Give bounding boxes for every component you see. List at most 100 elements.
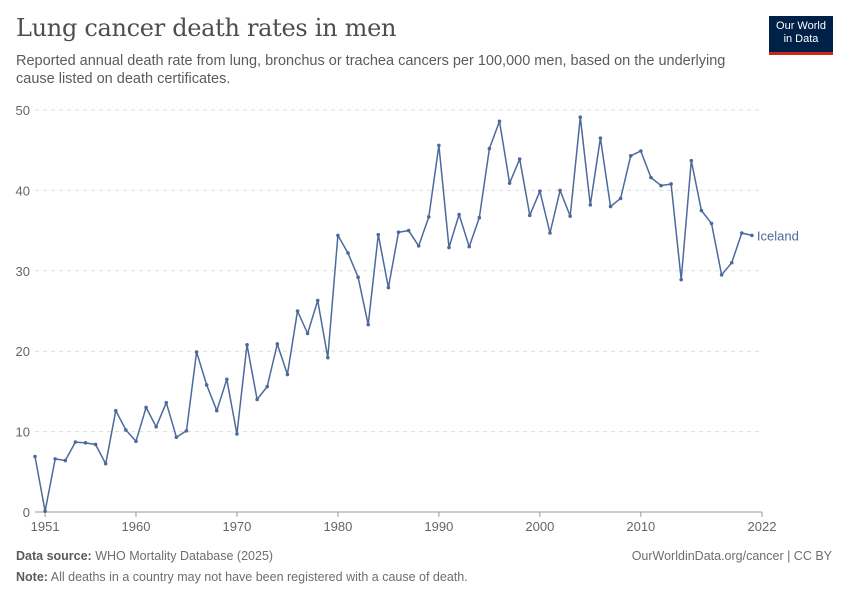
data-point[interactable] bbox=[386, 285, 391, 290]
data-point[interactable] bbox=[184, 428, 189, 433]
data-point[interactable] bbox=[598, 136, 603, 140]
y-tick-label: 50 bbox=[16, 103, 30, 118]
data-point[interactable] bbox=[649, 175, 653, 180]
x-tick-label: 1990 bbox=[424, 519, 453, 534]
data-point[interactable] bbox=[63, 458, 68, 463]
x-tick-label: 1951 bbox=[31, 519, 60, 534]
data-point[interactable] bbox=[477, 215, 482, 220]
data-point[interactable] bbox=[527, 213, 532, 218]
data-point[interactable] bbox=[426, 215, 431, 219]
data-point[interactable] bbox=[124, 428, 128, 432]
series-layer: Iceland bbox=[33, 115, 799, 513]
data-point[interactable] bbox=[225, 377, 229, 382]
owid-logo[interactable]: Our World in Data bbox=[769, 16, 833, 55]
source-text[interactable]: WHO Mortality Database (2025) bbox=[95, 549, 274, 563]
data-point[interactable] bbox=[548, 231, 552, 235]
chart-title: Lung cancer death rates in men bbox=[16, 14, 397, 42]
data-point[interactable] bbox=[53, 457, 57, 461]
x-tick-label: 2010 bbox=[626, 519, 655, 534]
y-tick-label: 0 bbox=[23, 505, 30, 520]
data-point[interactable] bbox=[204, 383, 209, 387]
data-point[interactable] bbox=[750, 233, 754, 238]
y-tick-label: 30 bbox=[16, 264, 30, 279]
x-tick-label: 1960 bbox=[122, 519, 151, 534]
data-point[interactable] bbox=[396, 230, 401, 235]
data-point[interactable] bbox=[578, 115, 583, 120]
data-point[interactable] bbox=[93, 442, 98, 447]
data-point[interactable] bbox=[568, 214, 572, 218]
data-point[interactable] bbox=[659, 183, 663, 188]
data-point[interactable] bbox=[356, 275, 360, 280]
data-point[interactable] bbox=[315, 298, 320, 303]
source-label: Data source: bbox=[16, 549, 92, 563]
data-point[interactable] bbox=[174, 435, 179, 440]
data-point[interactable] bbox=[618, 196, 623, 201]
data-point[interactable] bbox=[416, 244, 421, 248]
data-point[interactable] bbox=[366, 322, 371, 327]
data-point[interactable] bbox=[447, 245, 451, 250]
data-point[interactable] bbox=[154, 424, 158, 429]
data-point[interactable] bbox=[507, 181, 512, 185]
data-point[interactable] bbox=[376, 232, 381, 237]
data-point[interactable] bbox=[255, 397, 259, 402]
logo-line-2: in Data bbox=[783, 32, 819, 45]
data-point[interactable] bbox=[709, 221, 714, 226]
data-point[interactable] bbox=[497, 119, 502, 124]
x-axis: 1951 1960 1970 1980 1990 2000 2010 2022 bbox=[31, 511, 777, 534]
data-point[interactable] bbox=[669, 182, 673, 186]
y-axis: 0 10 20 30 40 50 bbox=[16, 103, 30, 520]
data-point[interactable] bbox=[457, 212, 461, 217]
data-point[interactable] bbox=[346, 251, 350, 255]
data-point[interactable] bbox=[326, 355, 330, 360]
x-tick-label: 2022 bbox=[748, 519, 777, 534]
data-point[interactable] bbox=[164, 400, 169, 405]
data-point[interactable] bbox=[134, 439, 138, 444]
note-label: Note: bbox=[16, 570, 48, 584]
data-point[interactable] bbox=[265, 384, 270, 389]
data-point[interactable] bbox=[275, 342, 280, 346]
x-tick-label: 2000 bbox=[525, 519, 554, 534]
data-point[interactable] bbox=[740, 231, 744, 235]
data-point[interactable] bbox=[467, 244, 471, 249]
data-point[interactable] bbox=[639, 149, 643, 153]
series-line[interactable] bbox=[34, 116, 753, 512]
data-point[interactable] bbox=[336, 233, 340, 238]
data-point[interactable] bbox=[33, 454, 37, 459]
data-point[interactable] bbox=[245, 342, 249, 347]
data-point[interactable] bbox=[628, 154, 633, 158]
data-point[interactable] bbox=[406, 228, 411, 233]
data-point[interactable] bbox=[144, 405, 148, 410]
data-point[interactable] bbox=[729, 260, 734, 265]
data-point[interactable] bbox=[305, 331, 310, 336]
data-point[interactable] bbox=[719, 273, 724, 277]
grid-lines bbox=[35, 109, 762, 433]
data-point[interactable] bbox=[103, 461, 108, 466]
data-point[interactable] bbox=[83, 441, 88, 445]
data-point[interactable] bbox=[235, 432, 239, 436]
logo-line-1: Our World bbox=[776, 20, 826, 32]
x-tick-label: 1970 bbox=[222, 519, 251, 534]
data-point[interactable] bbox=[699, 208, 704, 213]
credit-link[interactable]: OurWorldinData.org/cancer | CC BY bbox=[631, 549, 832, 563]
data-point[interactable] bbox=[679, 277, 684, 282]
data-point[interactable] bbox=[487, 146, 492, 151]
source-line: Data source: WHO Mortality Database (202… bbox=[16, 549, 273, 563]
data-point[interactable] bbox=[43, 509, 47, 513]
data-point[interactable] bbox=[558, 188, 562, 193]
data-point[interactable] bbox=[608, 204, 613, 209]
data-point[interactable] bbox=[73, 440, 78, 444]
data-point[interactable] bbox=[285, 372, 290, 377]
series-label: Iceland bbox=[757, 228, 799, 243]
data-point[interactable] bbox=[194, 350, 199, 354]
chart-subtitle: Reported annual death rate from lung, br… bbox=[16, 53, 726, 87]
note-line: Note: All deaths in a country may not ha… bbox=[16, 570, 468, 584]
data-point[interactable] bbox=[517, 157, 522, 161]
data-point[interactable] bbox=[588, 203, 593, 207]
data-point[interactable] bbox=[295, 309, 300, 313]
data-point[interactable] bbox=[113, 408, 118, 413]
data-point[interactable] bbox=[538, 189, 542, 194]
data-point[interactable] bbox=[214, 408, 219, 413]
data-point[interactable] bbox=[689, 158, 694, 163]
data-point[interactable] bbox=[437, 143, 441, 148]
